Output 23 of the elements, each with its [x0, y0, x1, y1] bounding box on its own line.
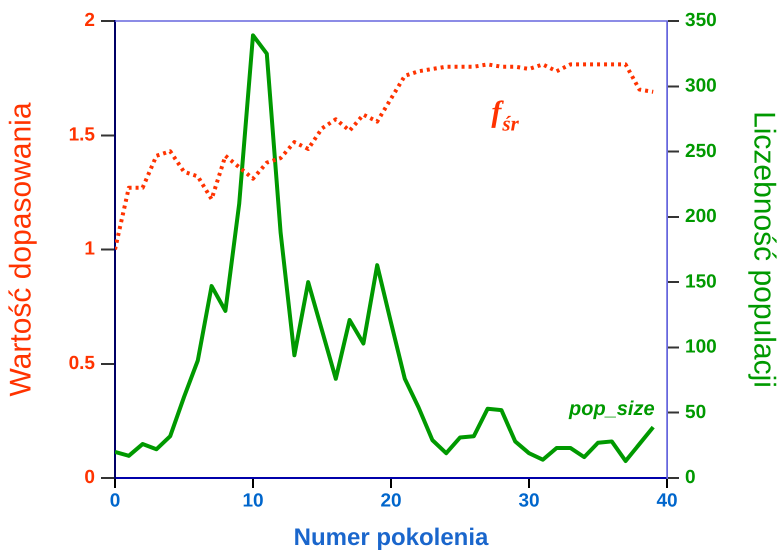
x-axis-title: Numer pokolenia [294, 524, 489, 552]
line-series [115, 62, 656, 252]
x-tick-label: 40 [656, 490, 678, 512]
y-tick-label: 1.5 [68, 124, 96, 146]
y2-tick-label: 100 [685, 336, 717, 358]
y-tick-label: 0 [84, 467, 95, 488]
y2-tick-label: 250 [685, 140, 717, 162]
x-tick-label: 20 [380, 490, 402, 512]
y-axis-title: Wartość dopasowania [4, 102, 38, 397]
x-tick-label: 0 [110, 490, 120, 512]
y-tick-label: 2 [84, 10, 95, 32]
y2-tick-label: 300 [685, 76, 717, 97]
y2-tick-label: 50 [685, 402, 706, 423]
y2-tick-label: 150 [685, 271, 717, 292]
x-tick-label: 10 [242, 490, 264, 512]
x-tick-label: 30 [518, 490, 540, 512]
y2-tick-label: 200 [685, 206, 717, 228]
y-tick-label: 1 [84, 238, 96, 260]
series-label: pop_size [568, 398, 655, 420]
y2-axis-title: Liczebność populacji [748, 111, 781, 388]
y-tick-label: 0.5 [68, 352, 96, 374]
y2-tick-label: 350 [685, 10, 717, 32]
y2-tick-label: 0 [685, 467, 696, 488]
